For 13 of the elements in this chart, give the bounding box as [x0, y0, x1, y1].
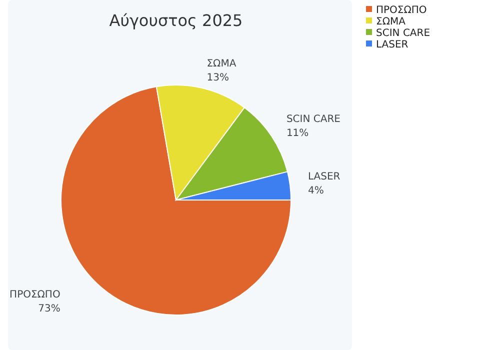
legend-label: LASER [376, 40, 408, 50]
legend-label: ΣΩΜΑ [376, 16, 406, 28]
legend-label: ΠΡΟΣΩΠΟ [376, 5, 427, 16]
slice-label: ΠΡΟΣΩΠΟ [10, 290, 60, 301]
chart-title: Αύγουστος 2025 [109, 11, 243, 30]
legend-label: SCIN CARE [376, 28, 430, 39]
data-label: 11% [286, 128, 309, 139]
slice-label: SCIN CARE [286, 114, 340, 125]
data-label: 73% [38, 304, 60, 315]
data-label: 13% [206, 72, 229, 84]
slice-label: LASER [308, 171, 340, 182]
data-label: 4% [308, 185, 324, 196]
slice-label: ΣΩΜΑ [206, 58, 236, 70]
